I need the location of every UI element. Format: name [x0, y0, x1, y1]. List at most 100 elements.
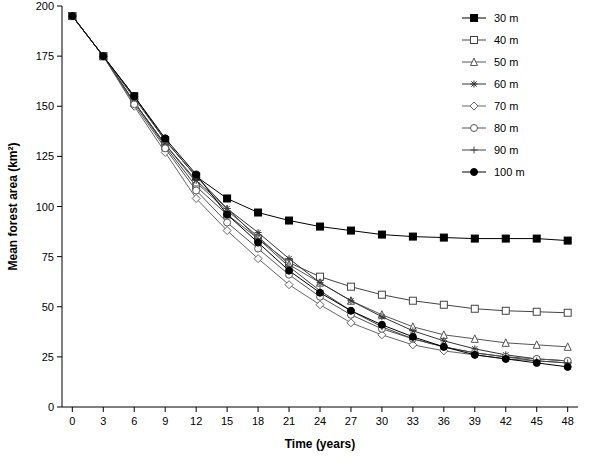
- point: [223, 227, 231, 235]
- point: [255, 209, 262, 216]
- x-tick: [72, 407, 73, 412]
- point: [162, 135, 169, 142]
- legend-label: 50 m: [494, 56, 518, 68]
- point: [162, 145, 169, 152]
- point: [193, 171, 200, 178]
- series-line: [72, 16, 567, 363]
- x-tick: [320, 407, 321, 412]
- x-tick: [443, 407, 444, 412]
- legend-marker: [471, 125, 478, 132]
- y-tick: [57, 306, 62, 307]
- point: [347, 227, 354, 234]
- x-tick-label: 21: [283, 415, 295, 427]
- point: [224, 211, 231, 218]
- point: [440, 343, 447, 350]
- legend-marker: [471, 81, 478, 88]
- point: [533, 341, 540, 349]
- legend-label: 70 m: [494, 100, 518, 112]
- point: [471, 351, 478, 358]
- chart: 0255075100125150175200036912151821242730…: [0, 0, 590, 464]
- point: [440, 234, 447, 241]
- x-tick-label: 15: [221, 415, 233, 427]
- x-tick: [381, 407, 382, 412]
- series: [68, 12, 571, 367]
- point: [502, 355, 510, 363]
- legend-marker: [471, 169, 478, 176]
- point: [378, 321, 385, 328]
- x-tick: [289, 407, 290, 412]
- series-line: [72, 16, 567, 361]
- point: [69, 13, 76, 20]
- point: [69, 13, 76, 20]
- y-tick-label: 50: [42, 301, 54, 313]
- point: [409, 333, 416, 340]
- x-tick: [474, 407, 475, 412]
- point: [502, 235, 509, 242]
- point: [378, 291, 385, 298]
- series-line: [72, 16, 567, 363]
- y-tick: [57, 6, 62, 7]
- legend: 30 m40 m50 m60 m70 m80 m90 m100 m: [462, 12, 525, 178]
- point: [192, 194, 200, 202]
- point: [564, 309, 571, 316]
- point: [440, 331, 447, 339]
- series: [69, 13, 571, 367]
- point: [69, 13, 76, 20]
- point: [224, 219, 231, 226]
- point: [69, 12, 76, 20]
- point: [347, 283, 354, 290]
- point: [502, 339, 509, 347]
- point: [317, 279, 324, 286]
- series-line: [72, 16, 567, 313]
- x-tick: [412, 407, 413, 412]
- x-tick: [196, 407, 197, 412]
- x-axis-label: Time (years): [285, 437, 355, 451]
- point: [533, 308, 540, 315]
- point: [471, 351, 479, 359]
- point: [347, 307, 354, 314]
- y-tick-label: 150: [36, 100, 54, 112]
- x-tick-label: 48: [562, 415, 574, 427]
- point: [347, 319, 355, 327]
- point: [286, 267, 293, 274]
- x-tick-label: 30: [376, 415, 388, 427]
- point: [100, 53, 107, 60]
- point: [471, 235, 478, 242]
- x-tick-label: 45: [531, 415, 543, 427]
- point: [533, 359, 540, 366]
- series: [69, 13, 571, 371]
- point: [317, 289, 324, 296]
- point: [100, 53, 107, 60]
- point: [440, 343, 447, 350]
- legend-label: 90 m: [494, 144, 518, 156]
- point: [317, 223, 324, 230]
- point: [347, 307, 354, 314]
- point: [69, 13, 76, 20]
- point: [378, 231, 385, 238]
- y-tick: [57, 256, 62, 257]
- y-tick: [57, 407, 62, 408]
- point: [378, 313, 385, 320]
- x-tick-label: 36: [438, 415, 450, 427]
- y-tick-label: 25: [42, 351, 54, 363]
- y-tick-label: 175: [36, 50, 54, 62]
- x-tick-label: 39: [469, 415, 481, 427]
- legend-label: 40 m: [494, 34, 518, 46]
- point: [317, 279, 324, 287]
- point: [471, 305, 478, 312]
- y-tick-label: 0: [48, 401, 54, 413]
- x-tick-label: 9: [162, 415, 168, 427]
- point: [316, 301, 324, 309]
- x-tick: [227, 407, 228, 412]
- y-tick-label: 75: [42, 251, 54, 263]
- point: [100, 52, 107, 60]
- y-axis-label: Mean forest area (km²): [6, 142, 20, 270]
- y-tick-label: 125: [36, 150, 54, 162]
- point: [100, 53, 107, 60]
- x-tick: [134, 407, 135, 412]
- point: [100, 53, 107, 60]
- series-line: [72, 16, 567, 367]
- legend-marker: [471, 58, 478, 66]
- plot-area: [68, 12, 571, 370]
- point: [564, 363, 571, 370]
